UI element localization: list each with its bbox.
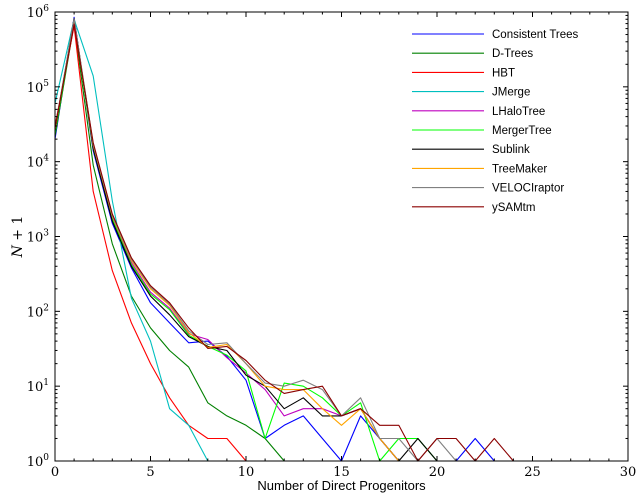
- series-line-ysamtm: [54, 23, 514, 462]
- legend-label-ysamtm: ySAMtm: [492, 202, 535, 214]
- y-tick-label: 101: [27, 378, 49, 395]
- axis-tick-labels: 0 5 10 15 20 25 30 100 101 102 103 104 105 106: [27, 4, 636, 480]
- legend-label-d-trees: D-Trees: [492, 48, 533, 60]
- axis-ticks: [54, 11, 629, 462]
- x-tick-label: 30: [620, 465, 636, 480]
- x-tick-label: 0: [51, 465, 59, 480]
- x-tick-label: 25: [524, 465, 541, 480]
- series-line-sublink: [54, 17, 476, 462]
- x-axis-label: Number of Direct Progenitors: [257, 478, 426, 493]
- x-tick-label: 15: [333, 465, 350, 480]
- legend-label-lhalotree: LHaloTree: [492, 106, 545, 118]
- legend-label-treemaker: TreeMaker: [492, 163, 547, 175]
- y-tick-label: 102: [27, 303, 49, 320]
- plot-frame: [54, 11, 629, 462]
- legend-label-jmerge: JMerge: [492, 87, 530, 99]
- legend-label-consistent-trees: Consistent Trees: [492, 29, 579, 41]
- series-line-d-trees: [54, 23, 380, 462]
- series-line-treemaker: [54, 19, 476, 462]
- legend: Consistent Trees D-Trees HBT JMerge LHaloTre…: [412, 29, 579, 214]
- y-tick-label: 104: [27, 154, 50, 171]
- series-line-velociraptor: [54, 18, 476, 462]
- series-line-mergertree: [54, 20, 476, 462]
- legend-label-sublink: Sublink: [492, 144, 530, 156]
- series-line-hbt: [54, 25, 266, 462]
- legend-label-hbt: HBT: [492, 67, 515, 79]
- series-line-lhalotree: [54, 19, 476, 462]
- y-tick-label: 103: [27, 229, 50, 246]
- y-tick-label: 100: [27, 453, 50, 470]
- x-tick-label: 5: [146, 465, 154, 480]
- y-tick-label: 105: [27, 79, 50, 96]
- x-tick-label: 20: [429, 465, 446, 480]
- legend-label-mergertree: MergerTree: [492, 125, 552, 137]
- legend-label-velociraptor: VELOCIraptor: [492, 183, 564, 195]
- y-axis-label: N + 1: [10, 216, 26, 259]
- x-tick-label: 10: [238, 465, 255, 480]
- plot-lines: [54, 16, 514, 462]
- y-tick-label: 106: [27, 4, 50, 21]
